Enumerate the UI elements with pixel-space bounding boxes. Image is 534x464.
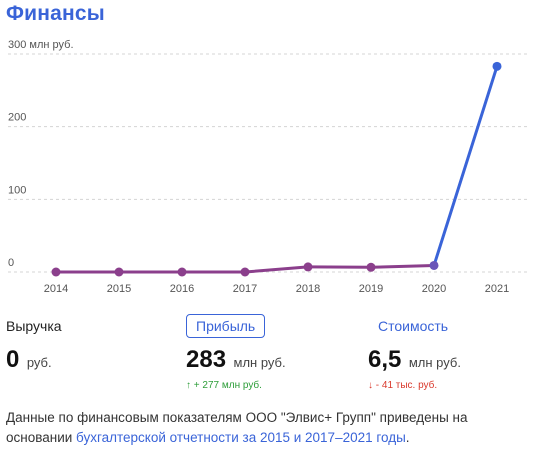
metric-revenue: Выручка 0 руб. xyxy=(6,314,62,374)
note-end: . xyxy=(405,430,410,445)
x-tick-label-2016: 2016 xyxy=(170,283,194,295)
section-title: Финансы xyxy=(6,2,105,25)
x-tick-label-2019: 2019 xyxy=(359,283,383,295)
x-tick-label-2014: 2014 xyxy=(44,283,68,295)
y-tick-label-0: 0 xyxy=(8,257,14,269)
x-tick-label-2020: 2020 xyxy=(422,283,446,295)
data-point-2020[interactable] xyxy=(429,260,439,270)
y-tick-label-100: 100 xyxy=(8,184,26,196)
finance-line-chart: 300 млн руб. 200 100 0 2014 2015 2016 2017 2018… xyxy=(8,39,528,295)
metric-cost-value: 6,5 xyxy=(368,346,402,373)
tab-cost[interactable]: Стоимость xyxy=(378,318,449,334)
data-point-2017[interactable] xyxy=(240,267,250,277)
x-tick-label-2015: 2015 xyxy=(107,283,131,295)
metric-profit-delta: ↑ + 277 млн руб. xyxy=(186,380,262,391)
tab-profit[interactable]: Прибыль xyxy=(186,314,266,338)
data-point-2016[interactable] xyxy=(177,267,187,277)
metric-profit-unit: млн руб. xyxy=(233,355,286,370)
x-tick-label-2021: 2021 xyxy=(485,283,509,295)
metric-cost-unit: млн руб. xyxy=(408,355,461,370)
metric-cost: Стоимость 6,5 млн руб. ↓ - 41 тыс. руб. xyxy=(368,314,461,391)
metric-cost-delta: ↓ - 41 тыс. руб. xyxy=(368,380,438,391)
data-point-2015[interactable] xyxy=(114,267,124,277)
data-point-2021[interactable] xyxy=(492,61,502,71)
x-tick-label-2017: 2017 xyxy=(233,283,257,295)
metric-revenue-value: 0 xyxy=(6,346,20,373)
accounting-report-link[interactable]: бухгалтерской отчетности за 2015 и 2017–… xyxy=(76,430,406,445)
metric-profit: Прибыль 283 млн руб. ↑ + 277 млн руб. xyxy=(186,314,286,391)
metric-profit-value: 283 xyxy=(186,346,227,373)
data-point-2014[interactable] xyxy=(51,267,61,277)
x-tick-label-2018: 2018 xyxy=(296,283,320,295)
y-tick-label-300: 300 млн руб. xyxy=(8,39,74,51)
metrics-panel: Выручка 0 руб. Прибыль 283 млн руб. ↑ + … xyxy=(0,314,534,404)
data-point-2018[interactable] xyxy=(303,262,313,272)
series-segment-2020 xyxy=(432,64,499,267)
data-source-note: Данные по финансовым показателям ООО "Эл… xyxy=(6,408,526,448)
y-tick-label-200: 200 xyxy=(8,112,26,124)
series-segment-2017 xyxy=(243,265,310,274)
data-point-2019[interactable] xyxy=(366,262,376,272)
series-segment-2019 xyxy=(369,263,436,269)
note-text: Данные по финансовым показателям ООО "Эл… xyxy=(6,410,468,445)
metric-revenue-label: Выручка xyxy=(6,318,62,334)
metric-revenue-unit: руб. xyxy=(26,355,52,370)
